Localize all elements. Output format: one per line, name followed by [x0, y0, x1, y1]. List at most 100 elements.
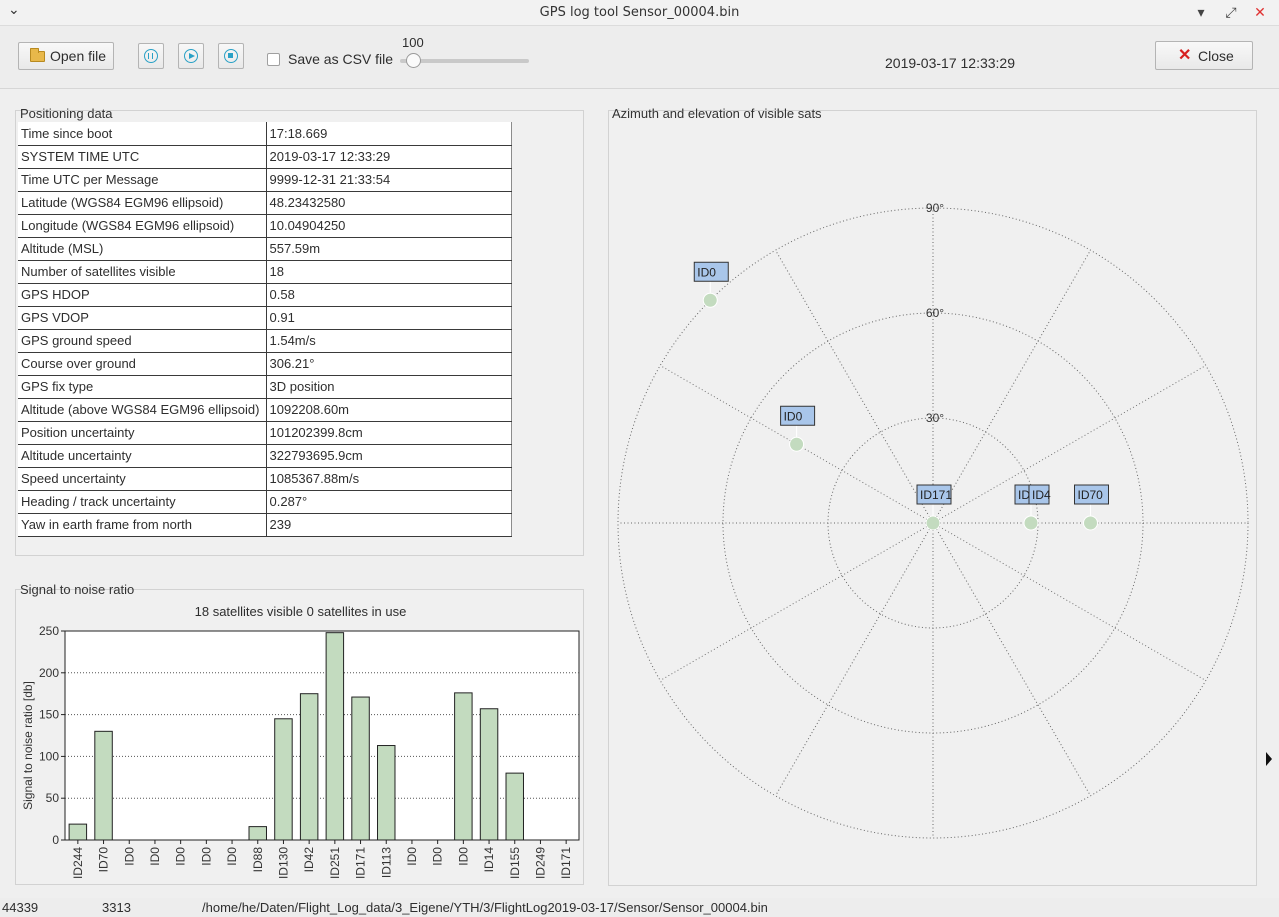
positioning-value: 2019-03-17 12:33:29 — [266, 145, 512, 169]
open-file-button[interactable]: Open file — [18, 42, 114, 70]
positioning-key: Heading / track uncertainty — [18, 490, 267, 514]
status-count-2: 3313 — [102, 900, 131, 915]
snr-xtick-label: ID251 — [328, 847, 342, 879]
status-count-1: 44339 — [2, 900, 39, 915]
snr-ytick-label: 200 — [39, 666, 59, 680]
snr-bar — [274, 718, 293, 841]
snr-ytick-label: 250 — [39, 624, 59, 638]
positioning-row: Latitude (WGS84 EGM96 ellipsoid) 48.23432… — [18, 191, 512, 215]
snr-xtick-label: ID130 — [276, 847, 290, 879]
snr-title: Signal to noise ratio — [20, 582, 135, 597]
positioning-row: GPS fix type 3D position — [18, 375, 512, 399]
satellite-label-box — [916, 484, 952, 505]
close-label: Close — [1198, 48, 1234, 64]
csv-checkbox-label[interactable]: Save as CSV file — [288, 51, 394, 67]
polar-title: Azimuth and elevation of visible sats — [612, 106, 822, 121]
satellite-label-box — [780, 405, 816, 426]
satellite-marker — [702, 292, 718, 308]
window-title: GPS log tool Sensor_00004.bin — [539, 5, 740, 20]
satellite-marker — [1023, 515, 1039, 531]
snr-xtick-label: ID0 — [456, 847, 470, 866]
satellite-label: ID70 — [1078, 488, 1104, 502]
snr-ytick-label: 150 — [39, 708, 59, 722]
polar-ring-label: 30° — [926, 411, 944, 425]
positioning-row: Altitude (MSL) 557.59m — [18, 237, 512, 261]
snr-ylabel: Signal to noise ratio [db] — [21, 681, 35, 810]
positioning-value: 18 — [266, 260, 512, 284]
positioning-row: SYSTEM TIME UTC 2019-03-17 12:33:29 — [18, 145, 512, 169]
positioning-key: GPS ground speed — [18, 329, 267, 353]
close-button[interactable]: ✕ Close — [1155, 41, 1253, 70]
snr-xtick-label: ID0 — [431, 847, 445, 866]
snr-xtick-label: ID0 — [148, 847, 162, 866]
satellite-label: ID0 — [697, 265, 716, 279]
positioning-row: GPS HDOP 0.58 — [18, 283, 512, 307]
positioning-value: 0.91 — [266, 306, 512, 330]
positioning-value: 306.21° — [266, 352, 512, 376]
chevron-down-icon[interactable]: ⌄ — [8, 2, 20, 18]
satellite-label-box — [693, 261, 729, 282]
folder-icon — [30, 48, 45, 62]
positioning-title: Positioning data — [20, 106, 113, 121]
satellite-label-box — [1028, 484, 1050, 505]
polar-spoke — [932, 249, 1091, 524]
positioning-row: Speed uncertainty 1085367.88m/s — [18, 467, 512, 491]
snr-bar — [454, 692, 473, 841]
snr-xtick-label: ID42 — [302, 847, 316, 873]
positioning-key: GPS fix type — [18, 375, 267, 399]
snr-bar — [479, 708, 499, 841]
snr-bar — [505, 772, 524, 841]
satellite-marker — [925, 515, 941, 531]
stop-icon — [224, 49, 238, 63]
positioning-key: Altitude uncertainty — [18, 444, 267, 468]
polar-ring-label: 90° — [926, 201, 944, 215]
speed-slider-track[interactable] — [400, 59, 529, 63]
positioning-row: Heading / track uncertainty 0.287° — [18, 490, 512, 514]
positioning-key: Latitude (WGS84 EGM96 ellipsoid) — [18, 191, 267, 215]
polar-spoke — [659, 522, 934, 681]
snr-ytick-label: 50 — [46, 791, 60, 805]
positioning-value: 9999-12-31 21:33:54 — [266, 168, 512, 192]
minimize-icon[interactable]: ▾ — [1197, 5, 1205, 21]
status-file-path: /home/he/Daten/Flight_Log_data/3_Eigene/… — [202, 900, 768, 915]
positioning-value: 10.04904250 — [266, 214, 512, 238]
snr-bar — [351, 696, 370, 841]
positioning-row: GPS ground speed 1.54m/s — [18, 329, 512, 353]
snr-xtick-label: ID171 — [354, 847, 368, 879]
positioning-value: 48.23432580 — [266, 191, 512, 215]
positioning-row: Position uncertainty 101202399.8cm — [18, 421, 512, 445]
play-button[interactable] — [178, 43, 204, 69]
positioning-key: Position uncertainty — [18, 421, 267, 445]
snr-xtick-label: ID88 — [251, 847, 265, 873]
positioning-key: Longitude (WGS84 EGM96 ellipsoid) — [18, 214, 267, 238]
snr-bar — [325, 632, 345, 841]
positioning-value: 1.54m/s — [266, 329, 512, 353]
satellite-marker — [789, 436, 805, 452]
positioning-key: Yaw in earth frame from north — [18, 513, 267, 537]
maximize-icon[interactable]: ⤢ — [1225, 5, 1237, 21]
positioning-value: 239 — [266, 513, 512, 537]
polar-ring — [617, 207, 1249, 839]
snr-xtick-label: ID113 — [379, 847, 393, 878]
polar-spoke — [775, 522, 934, 797]
speed-slider-handle[interactable] — [406, 53, 421, 68]
snr-xtick-label: ID0 — [225, 847, 239, 866]
stop-button[interactable] — [218, 43, 244, 69]
snr-xtick-label: ID0 — [122, 847, 136, 866]
positioning-row: Altitude uncertainty 322793695.9cm — [18, 444, 512, 468]
positioning-row: GPS VDOP 0.91 — [18, 306, 512, 330]
window-close-icon[interactable]: ✕ — [1254, 5, 1266, 21]
positioning-key: Altitude (above WGS84 EGM96 ellipsoid) — [18, 398, 267, 422]
pause-button[interactable] — [138, 43, 164, 69]
polar-spoke — [932, 365, 1207, 524]
satellite-label: ID0 — [784, 409, 803, 423]
snr-plot-area — [64, 630, 580, 841]
positioning-key: Course over ground — [18, 352, 267, 376]
positioning-value: 17:18.669 — [266, 122, 512, 146]
polar-spoke — [932, 522, 1207, 681]
snr-xtick-label: ID244 — [71, 847, 85, 879]
csv-checkbox[interactable] — [267, 53, 280, 66]
positioning-value: 3D position — [266, 375, 512, 399]
open-file-label: Open file — [50, 48, 107, 64]
